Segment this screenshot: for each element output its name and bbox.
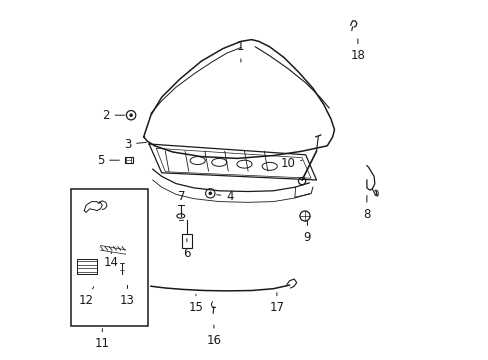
Ellipse shape [177, 214, 184, 218]
Text: 4: 4 [216, 190, 233, 203]
FancyBboxPatch shape [71, 189, 148, 326]
Text: 5: 5 [97, 154, 119, 167]
Text: 12: 12 [79, 287, 94, 307]
Text: 3: 3 [123, 138, 146, 150]
Text: 17: 17 [269, 293, 284, 314]
Circle shape [130, 114, 132, 116]
Ellipse shape [190, 157, 205, 165]
Text: 6: 6 [183, 239, 190, 260]
FancyBboxPatch shape [125, 157, 133, 163]
Ellipse shape [237, 160, 251, 168]
Text: 1: 1 [237, 40, 244, 62]
Text: 2: 2 [102, 109, 124, 122]
FancyBboxPatch shape [182, 234, 192, 248]
Text: 8: 8 [363, 195, 370, 221]
Text: 10: 10 [280, 157, 302, 170]
Text: 16: 16 [206, 325, 221, 347]
Ellipse shape [211, 158, 226, 166]
Text: 15: 15 [188, 294, 203, 314]
Circle shape [209, 192, 211, 194]
Text: 11: 11 [95, 329, 110, 350]
Text: 18: 18 [350, 39, 365, 62]
Text: 9: 9 [303, 221, 311, 244]
Text: 14: 14 [103, 252, 119, 269]
Text: 13: 13 [120, 285, 135, 307]
Text: 7: 7 [177, 190, 185, 211]
Ellipse shape [262, 162, 277, 170]
